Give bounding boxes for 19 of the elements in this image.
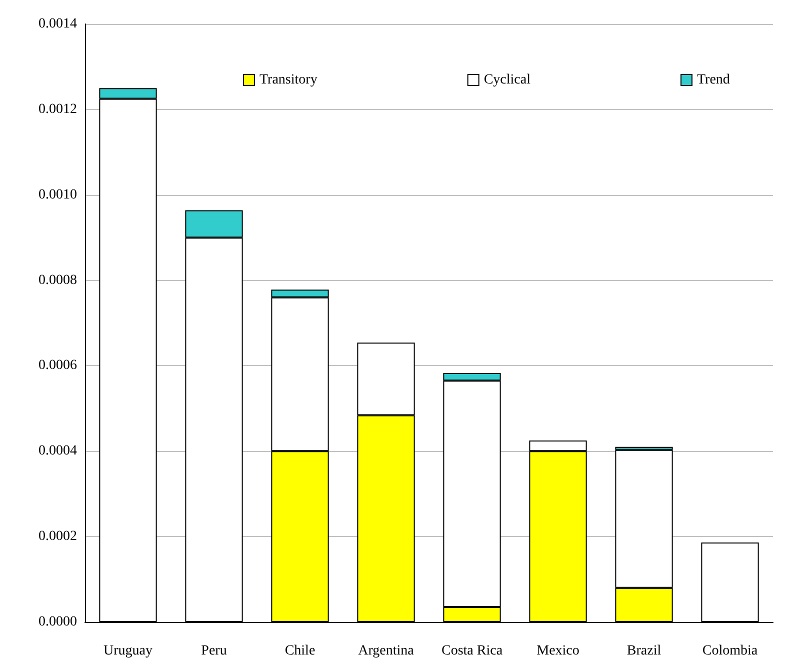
legend-label: Trend [696,72,730,88]
y-tick-label: 0.0008 [38,272,77,288]
legend-label: Transitory [260,72,318,88]
x-tick-label: Uruguay [104,644,152,658]
x-tick-label: Mexico [536,644,580,658]
x-tick-label: Chile [284,644,316,658]
x-tick-label: Peru [201,644,227,658]
y-tick-label: 0.0000 [38,614,77,630]
legend-label: Cyclical [484,72,531,88]
x-tick-label: Argentina [358,644,415,658]
y-tick-label: 0.0010 [38,187,77,202]
y-tick-label: 0.0002 [38,529,77,544]
y-tick-label: 0.0004 [38,444,77,459]
y-tick-label: 0.0006 [38,358,77,374]
x-tick-label: Costa Rica [441,644,504,658]
x-tick-label: Brazil [626,644,662,658]
x-tick-label: Colombia [702,644,758,658]
y-tick-label: 0.0014 [38,16,77,32]
y-tick-label: 0.0012 [38,102,77,117]
